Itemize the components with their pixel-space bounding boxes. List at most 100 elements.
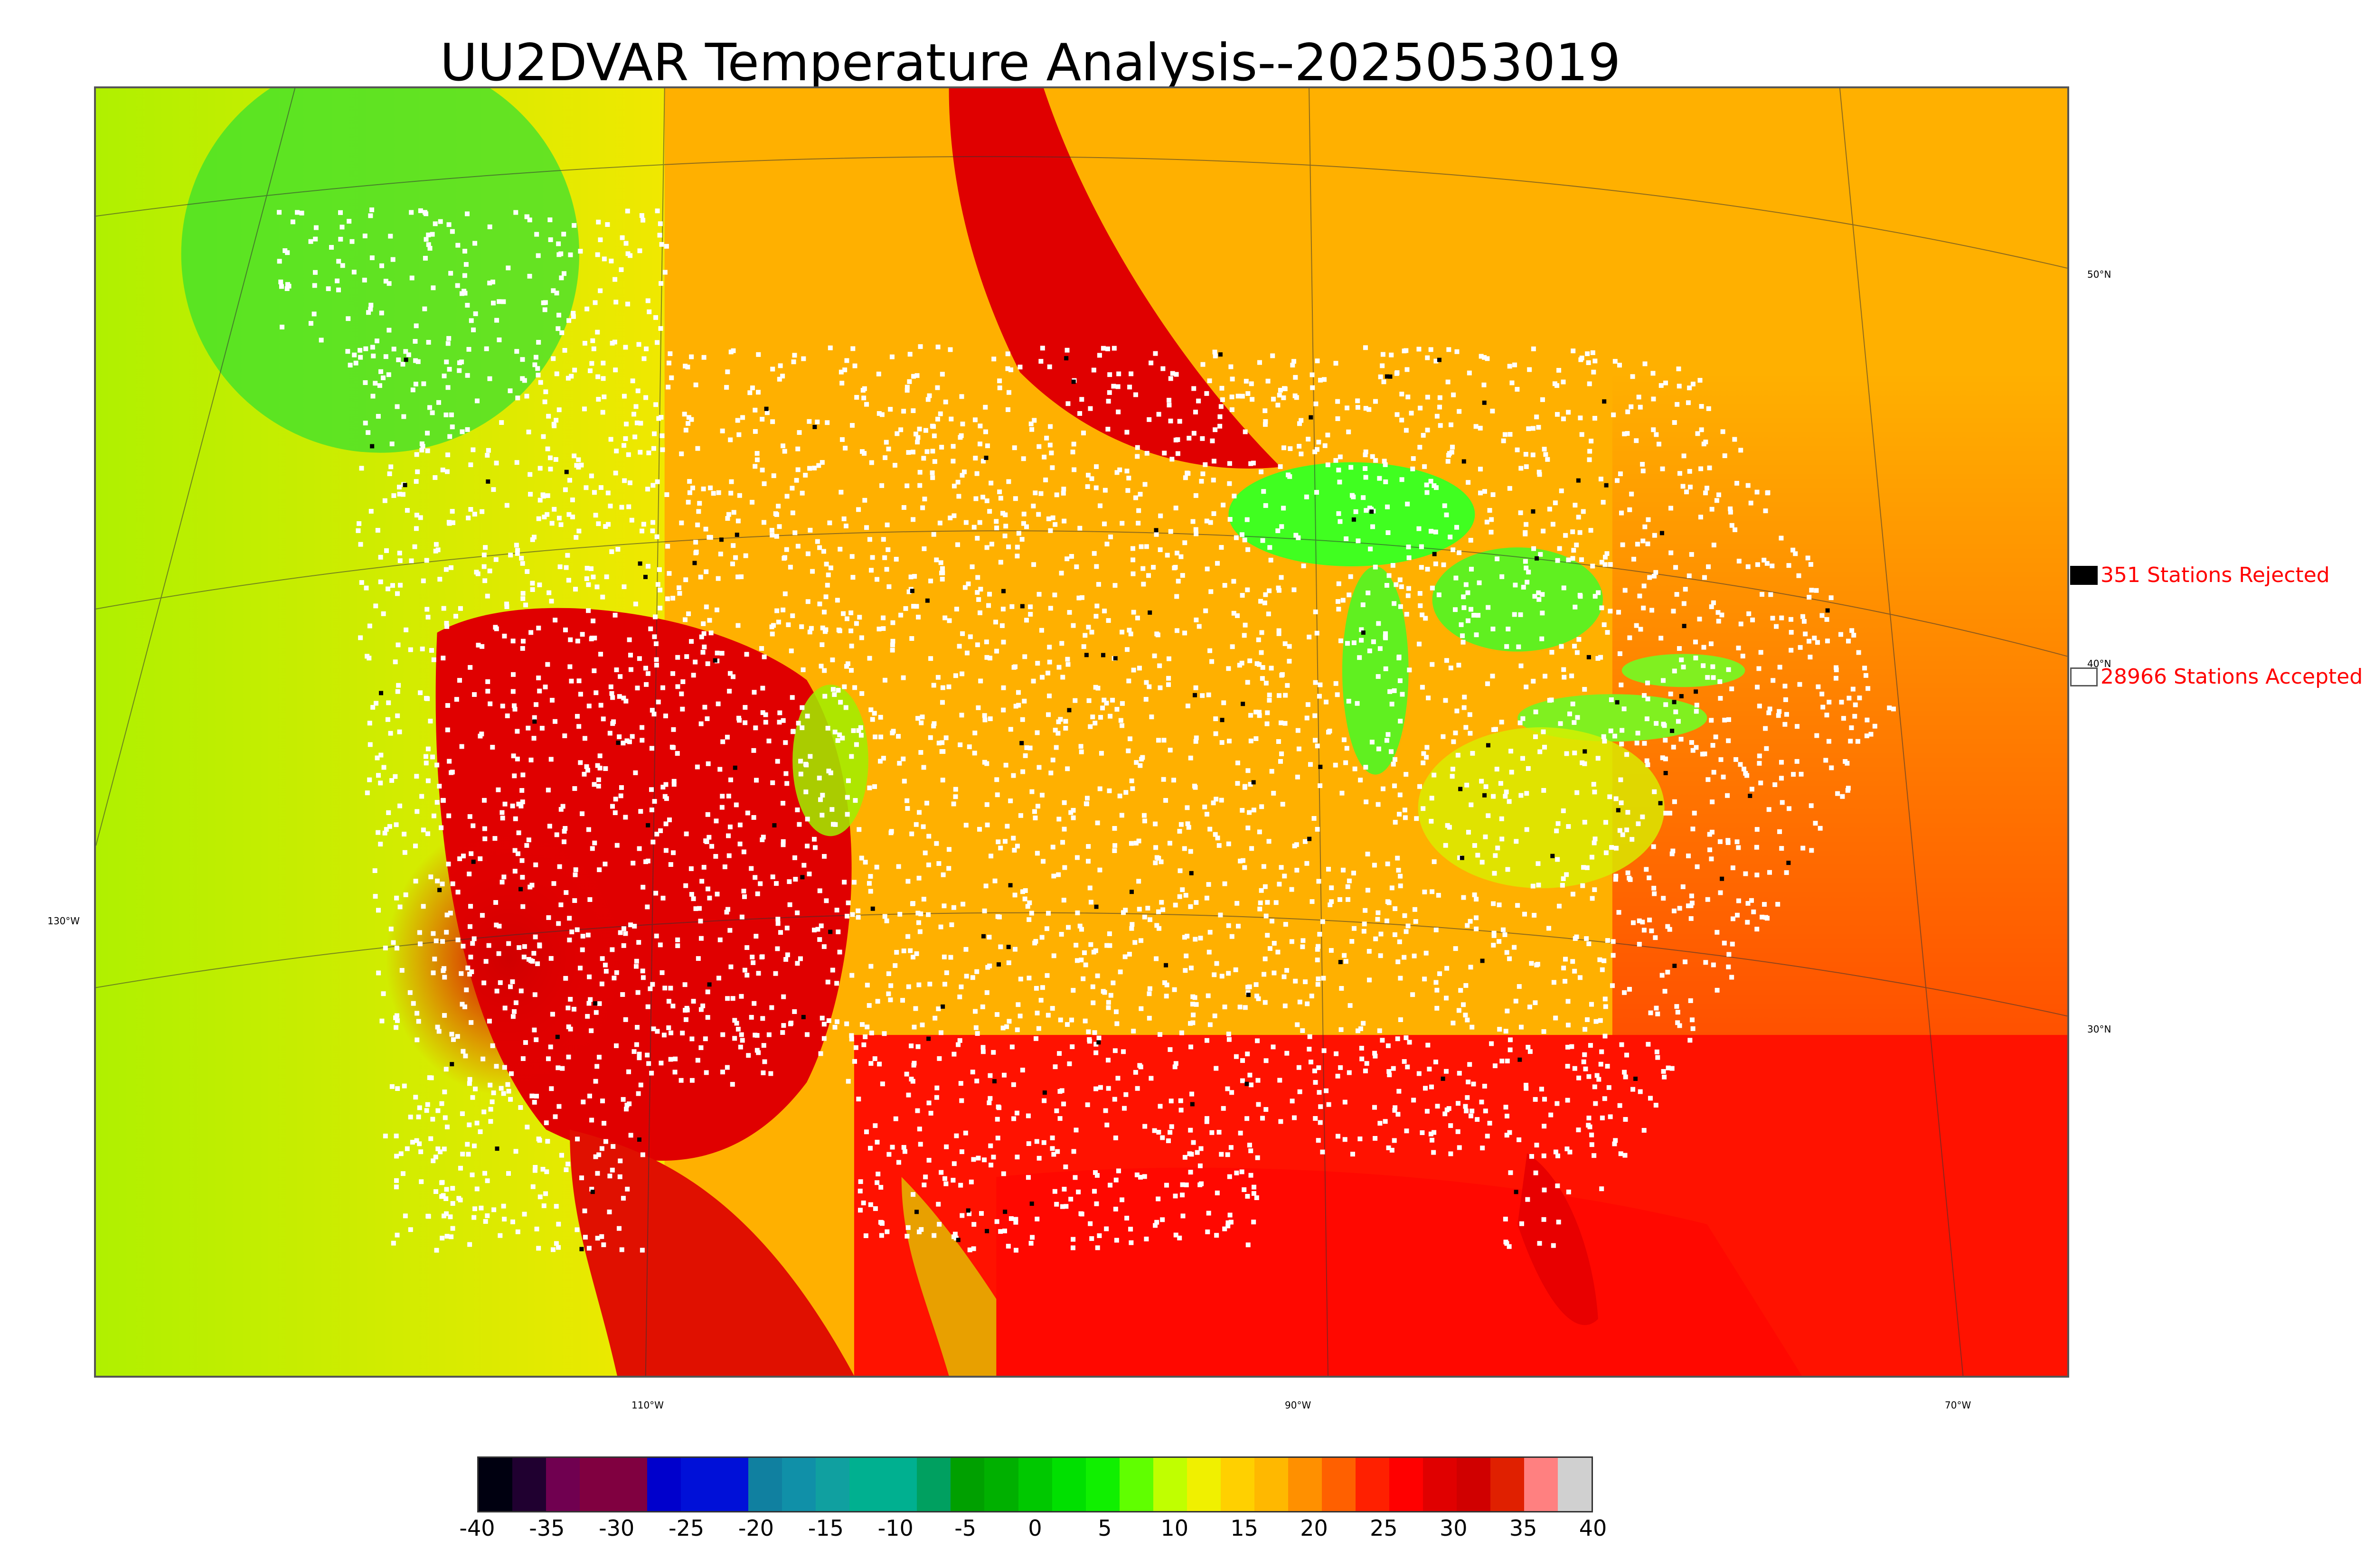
station-accepted-marker [1676,366,1681,372]
station-accepted-marker [1180,1213,1186,1219]
station-accepted-marker [420,647,425,652]
station-accepted-marker [313,270,318,275]
station-rejected-marker [1670,729,1675,733]
station-accepted-marker [1378,374,1383,379]
station-accepted-marker [1006,960,1011,966]
station-rejected-marker [450,1062,454,1067]
station-accepted-marker [1421,751,1426,756]
station-accepted-marker [1114,470,1120,475]
station-accepted-marker [1630,374,1635,379]
station-accepted-marker [1276,631,1281,636]
station-accepted-marker [1350,1152,1355,1157]
station-accepted-marker [890,620,895,625]
station-accepted-marker [441,1213,446,1219]
station-rejected-marker [1658,801,1663,806]
station-accepted-marker [1328,902,1333,908]
station-accepted-marker [1316,879,1321,884]
station-accepted-marker [1050,1146,1055,1151]
station-accepted-marker [1137,666,1142,671]
station-accepted-marker [1116,409,1121,414]
station-accepted-marker [1449,422,1453,427]
station-accepted-marker [1518,793,1524,798]
station-accepted-marker [1673,709,1678,714]
station-accepted-marker [980,1004,985,1009]
station-rejected-marker [638,561,642,566]
station-accepted-marker [596,521,601,526]
station-accepted-marker [982,713,987,718]
station-accepted-marker [1495,845,1500,851]
station-accepted-marker [1387,689,1393,694]
station-accepted-marker [1647,575,1652,580]
station-accepted-marker [1278,464,1283,469]
station-accepted-marker [589,636,594,641]
station-accepted-marker [645,904,650,910]
station-accepted-marker [1194,1002,1199,1007]
station-accepted-marker [1674,592,1679,597]
station-accepted-marker [704,1070,709,1075]
station-accepted-marker [671,782,677,787]
station-accepted-marker [1574,650,1580,655]
station-accepted-marker [1249,846,1254,851]
station-accepted-marker [983,883,989,889]
station-accepted-marker [1361,1021,1366,1026]
station-rejected-marker [733,765,737,770]
station-accepted-marker [790,695,795,700]
station-accepted-marker [751,748,756,753]
station-accepted-marker [549,521,555,526]
station-accepted-marker [1077,923,1083,929]
station-accepted-marker [1112,848,1117,853]
station-accepted-marker [592,635,597,640]
station-accepted-marker [1365,852,1370,857]
station-accepted-marker [1565,1098,1570,1103]
station-accepted-marker [397,904,403,910]
station-accepted-marker [502,1217,507,1222]
station-accepted-marker [311,311,317,317]
station-accepted-marker [1494,767,1499,772]
station-accepted-marker [1603,820,1608,825]
station-accepted-marker [787,879,792,884]
station-accepted-marker [1676,719,1681,724]
station-accepted-marker [1430,585,1435,591]
station-accepted-marker [488,1082,493,1088]
station-accepted-marker [683,1017,688,1022]
station-accepted-marker [1755,685,1760,690]
station-accepted-marker [860,388,866,393]
station-accepted-marker [1291,587,1297,592]
station-accepted-marker [1467,370,1472,376]
station-accepted-marker [1152,1128,1157,1133]
station-accepted-marker [1227,461,1232,466]
station-accepted-marker [998,1229,1003,1234]
station-accepted-marker [1151,564,1156,570]
station-accepted-marker [598,651,603,657]
station-accepted-marker [1749,898,1754,903]
station-accepted-marker [1653,935,1658,940]
station-accepted-marker [1050,845,1055,850]
station-accepted-marker [1533,1170,1538,1175]
station-accepted-marker [1103,1108,1108,1113]
station-accepted-marker [1638,1089,1643,1094]
station-accepted-marker [1324,1088,1329,1093]
station-accepted-marker [1023,888,1028,893]
station-accepted-marker [850,423,855,428]
station-accepted-marker [682,412,687,417]
station-accepted-marker [1293,375,1298,380]
station-accepted-marker [1407,1040,1412,1045]
station-accepted-marker [1367,648,1372,654]
station-accepted-marker [1083,633,1088,638]
station-accepted-marker [805,599,810,604]
station-accepted-marker [1242,633,1247,638]
station-accepted-marker [1701,663,1706,668]
station-accepted-marker [544,1120,549,1126]
station-accepted-marker [1585,1017,1590,1022]
station-accepted-marker [1245,547,1251,552]
station-accepted-marker [1318,682,1323,687]
station-accepted-marker [888,407,893,412]
station-accepted-marker [509,1071,514,1076]
station-accepted-marker [603,968,609,974]
station-accepted-marker [1333,762,1338,768]
station-accepted-marker [1776,713,1781,718]
station-accepted-marker [1649,928,1654,933]
station-accepted-marker [527,217,532,223]
station-accepted-marker [812,465,817,470]
station-accepted-marker [944,970,949,976]
